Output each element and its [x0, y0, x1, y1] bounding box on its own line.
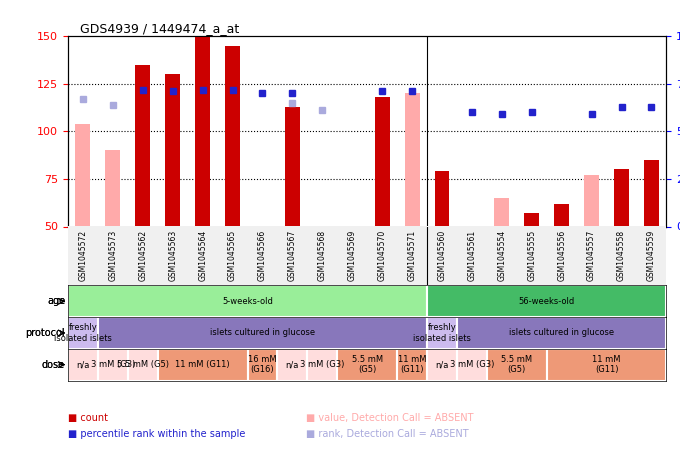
Bar: [128, 349, 158, 381]
Bar: [524, 213, 539, 226]
Bar: [68, 285, 427, 317]
Text: freshly
isolated islets: freshly isolated islets: [54, 323, 112, 342]
Text: GSM1045560: GSM1045560: [437, 229, 447, 281]
Text: 3 mM (G3): 3 mM (G3): [300, 360, 345, 369]
Bar: [248, 349, 277, 381]
Text: islets cultured in glucose: islets cultured in glucose: [509, 328, 614, 337]
Text: GSM1045555: GSM1045555: [527, 229, 537, 281]
Text: ■ count: ■ count: [68, 413, 108, 423]
Text: GSM1045557: GSM1045557: [587, 229, 596, 281]
Bar: [75, 124, 90, 226]
Text: freshly
isolated islets: freshly isolated islets: [413, 323, 471, 342]
Text: GSM1045558: GSM1045558: [617, 229, 626, 280]
Text: 3 mM (G3): 3 mM (G3): [449, 360, 494, 369]
Text: 11 mM
(G11): 11 mM (G11): [592, 355, 621, 374]
Text: GSM1045571: GSM1045571: [407, 229, 417, 280]
Text: GSM1045564: GSM1045564: [198, 229, 207, 281]
Text: GSM1045569: GSM1045569: [347, 229, 357, 281]
Bar: [397, 349, 427, 381]
Text: GSM1045573: GSM1045573: [108, 229, 118, 281]
Bar: [225, 46, 240, 226]
Bar: [427, 285, 666, 317]
Text: n/a: n/a: [435, 360, 449, 369]
Text: age: age: [47, 296, 65, 306]
Text: 3 mM (G3): 3 mM (G3): [90, 360, 135, 369]
Text: GSM1045561: GSM1045561: [467, 229, 477, 280]
Text: GSM1045572: GSM1045572: [78, 229, 88, 280]
Text: dose: dose: [42, 360, 65, 370]
Text: islets cultured in glucose: islets cultured in glucose: [210, 328, 315, 337]
Bar: [614, 169, 629, 226]
Bar: [68, 317, 98, 349]
Text: GDS4939 / 1449474_a_at: GDS4939 / 1449474_a_at: [80, 22, 239, 35]
Text: 56-weeks-old: 56-weeks-old: [519, 297, 575, 306]
Bar: [98, 317, 427, 349]
Bar: [457, 317, 666, 349]
Text: protocol: protocol: [25, 328, 65, 338]
Text: GSM1045556: GSM1045556: [557, 229, 566, 281]
Text: 11 mM
(G11): 11 mM (G11): [398, 355, 426, 374]
Text: GSM1045568: GSM1045568: [318, 229, 327, 280]
Text: protocol: protocol: [25, 328, 65, 338]
Bar: [427, 317, 457, 349]
Text: 16 mM
(G16): 16 mM (G16): [248, 355, 277, 374]
Bar: [277, 349, 307, 381]
Bar: [427, 349, 457, 381]
Text: age: age: [47, 296, 65, 306]
Bar: [105, 150, 120, 226]
Text: 5-weeks-old: 5-weeks-old: [222, 297, 273, 306]
Bar: [487, 349, 547, 381]
Bar: [547, 349, 666, 381]
Bar: [98, 349, 128, 381]
Text: ■ percentile rank within the sample: ■ percentile rank within the sample: [68, 429, 245, 439]
Text: n/a: n/a: [76, 360, 90, 369]
Text: GSM1045566: GSM1045566: [258, 229, 267, 281]
Bar: [307, 349, 337, 381]
Bar: [158, 349, 248, 381]
Text: ■ rank, Detection Call = ABSENT: ■ rank, Detection Call = ABSENT: [306, 429, 469, 439]
Bar: [337, 349, 397, 381]
Text: GSM1045554: GSM1045554: [497, 229, 507, 281]
Text: n/a: n/a: [286, 360, 299, 369]
Bar: [68, 349, 98, 381]
Text: GSM1045559: GSM1045559: [647, 229, 656, 281]
Bar: [554, 204, 569, 226]
Text: GSM1045562: GSM1045562: [138, 229, 148, 280]
Bar: [165, 74, 180, 226]
Text: 5.5 mM (G5): 5.5 mM (G5): [117, 360, 169, 369]
Bar: [405, 93, 420, 226]
Text: ■ value, Detection Call = ABSENT: ■ value, Detection Call = ABSENT: [306, 413, 473, 423]
Text: 11 mM (G11): 11 mM (G11): [175, 360, 230, 369]
Bar: [494, 198, 509, 226]
Bar: [135, 65, 150, 226]
Text: GSM1045565: GSM1045565: [228, 229, 237, 281]
Bar: [435, 171, 449, 226]
Text: GSM1045567: GSM1045567: [288, 229, 297, 281]
Text: GSM1045563: GSM1045563: [168, 229, 177, 281]
Bar: [644, 160, 659, 226]
Bar: [285, 106, 300, 226]
Text: dose: dose: [42, 360, 65, 370]
Text: 5.5 mM
(G5): 5.5 mM (G5): [501, 355, 532, 374]
Bar: [375, 97, 390, 226]
Bar: [195, 36, 210, 226]
Text: GSM1045570: GSM1045570: [377, 229, 387, 281]
Bar: [584, 175, 599, 226]
Bar: [457, 349, 487, 381]
Text: 5.5 mM
(G5): 5.5 mM (G5): [352, 355, 383, 374]
